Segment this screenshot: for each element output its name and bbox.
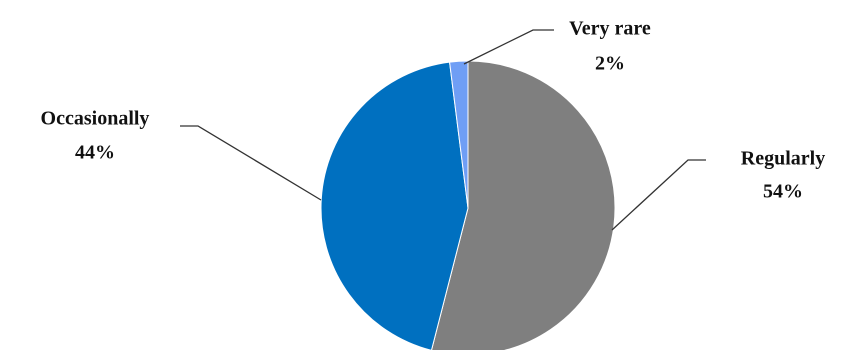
slice-label: Very rare <box>569 18 651 40</box>
slice-label: Occasionally <box>41 108 150 130</box>
pie-slices <box>320 60 616 350</box>
slice-label: Regularly <box>741 148 825 170</box>
leader-line <box>180 125 322 201</box>
pie-slice-regularly <box>431 60 616 350</box>
leader-line <box>463 29 554 65</box>
pie-slice-very-rare <box>449 60 469 209</box>
slice-value-label: 2% <box>595 53 625 75</box>
slice-value-label: 44% <box>75 142 115 164</box>
pie-labels: Regularly 54% Occasionally 44% Very rare 2% <box>41 18 825 231</box>
pie-slice-occasionally <box>320 61 469 350</box>
leader-line <box>611 159 706 231</box>
slice-value-label: 54% <box>763 181 803 203</box>
